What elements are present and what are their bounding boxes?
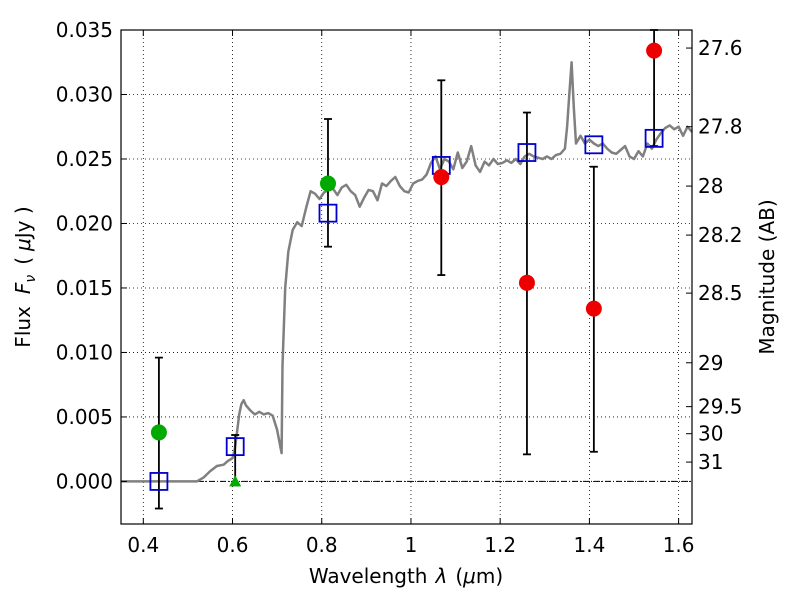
magnitude-tick-label: 31 <box>698 450 723 474</box>
x-axis-title: Wavelength λ (μm) <box>309 564 503 588</box>
x-tick-label: 0.8 <box>306 533 338 557</box>
model-photometry-square <box>225 437 245 457</box>
y-tick-label: 0.010 <box>56 340 113 364</box>
y-tick-label: 0.030 <box>56 82 113 106</box>
magnitude-axis-title: Magnitude (AB) <box>755 199 779 354</box>
error-bars <box>154 29 659 510</box>
model-photometry-square <box>149 472 169 491</box>
y-tick-label: 0.015 <box>56 276 113 300</box>
magnitude-tick-label: 28.5 <box>698 281 743 305</box>
magnitude-tick-label: 28 <box>698 174 723 198</box>
magnitude-tick-label: 27.6 <box>698 36 743 60</box>
model-photometry-square <box>318 203 338 223</box>
plot-frame <box>120 29 693 525</box>
magnitude-tick-label: 27.8 <box>698 115 743 139</box>
y-tick-label: 0.000 <box>56 469 113 493</box>
model-photometry-square <box>584 135 604 155</box>
observed-red-point <box>646 42 663 59</box>
magnitude-tick-label: 28.2 <box>698 223 743 247</box>
y-tick-label: 0.025 <box>56 147 113 171</box>
observed-red-point <box>433 169 450 186</box>
observed-points <box>150 42 663 487</box>
x-tick-label: 0.6 <box>217 533 249 557</box>
model-sed <box>121 60 693 483</box>
y-tick-label: 0.035 <box>56 18 113 42</box>
y-axis-title: FluxFν(μJy ) <box>11 206 39 347</box>
x-tick-label: 1 <box>405 533 418 557</box>
observed-red-point <box>585 300 602 317</box>
observed-green-point <box>150 424 167 441</box>
x-tick-label: 0.4 <box>127 533 159 557</box>
non-detection-triangle <box>229 475 242 487</box>
observed-red-point <box>518 274 535 291</box>
y-tick-label: 0.020 <box>56 211 113 235</box>
model-photometry-square <box>644 128 664 148</box>
model-photometry-square <box>517 143 537 162</box>
x-tick-label: 1.2 <box>484 533 516 557</box>
magnitude-tick-label: 30 <box>698 422 723 446</box>
x-tick-label: 1.6 <box>663 533 695 557</box>
magnitude-tick-label: 29.5 <box>698 395 743 419</box>
observed-green-point <box>319 175 336 192</box>
grid-lines <box>121 29 692 524</box>
y-tick-label: 0.005 <box>56 405 113 429</box>
model-photometry <box>149 128 664 491</box>
axis-ticks: 0.4 0.6 0.8 1 1.2 1.4 1.6 0.000 0.005 0.010 0.015 0… <box>56 18 743 557</box>
x-tick-label: 1.4 <box>573 533 605 557</box>
sed-curve <box>121 60 693 483</box>
magnitude-tick-label: 29 <box>698 351 723 375</box>
